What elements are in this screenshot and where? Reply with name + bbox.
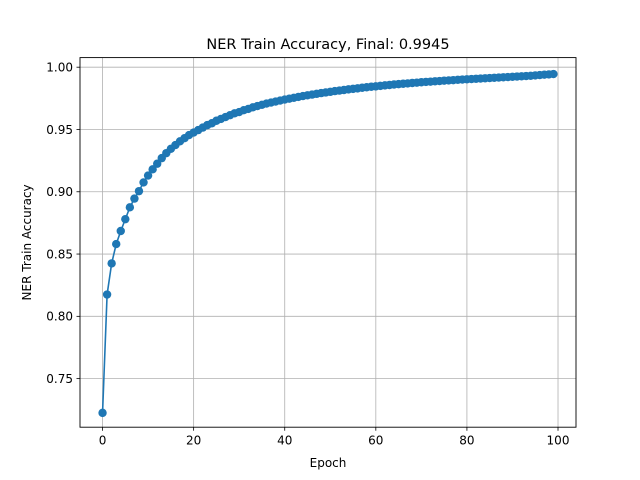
y-axis-label: NER Train Accuracy	[20, 184, 34, 300]
data-point	[116, 226, 125, 236]
series-group	[98, 69, 558, 418]
data-point	[153, 159, 162, 168]
x-axis-label: Epoch	[310, 456, 347, 470]
y-tick-label: 0.75	[46, 372, 73, 386]
grid-lines	[80, 57, 576, 428]
data-point	[549, 69, 558, 79]
data-point	[130, 194, 139, 203]
data-point	[121, 214, 130, 224]
data-point	[143, 171, 153, 180]
x-tick-label: 20	[186, 434, 201, 448]
y-tick-label: 0.85	[46, 247, 73, 261]
data-point	[98, 408, 107, 418]
tick-group: 0 20 40 60 80 100 0.75 0.80 0.85 0.90 0.95 1.00	[46, 60, 569, 447]
data-point	[102, 290, 112, 299]
data-point	[112, 239, 121, 249]
y-tick-label: 1.00	[46, 60, 73, 74]
x-tick-label: 60	[368, 434, 383, 448]
chart-title: NER Train Accuracy, Final: 0.9945	[206, 37, 449, 53]
x-tick-label: 40	[277, 434, 292, 448]
y-tick-label: 0.95	[46, 123, 73, 137]
x-tick-label: 100	[547, 434, 570, 448]
data-point	[107, 259, 116, 268]
data-point	[134, 186, 144, 196]
data-point	[125, 203, 135, 212]
y-tick-label: 0.90	[46, 185, 73, 199]
y-tick-label: 0.80	[46, 310, 73, 324]
data-point	[139, 178, 148, 187]
data-point	[148, 165, 157, 174]
axes-frame	[79, 57, 577, 428]
x-tick-label: 80	[459, 434, 474, 448]
x-tick-label: 0	[99, 434, 107, 448]
